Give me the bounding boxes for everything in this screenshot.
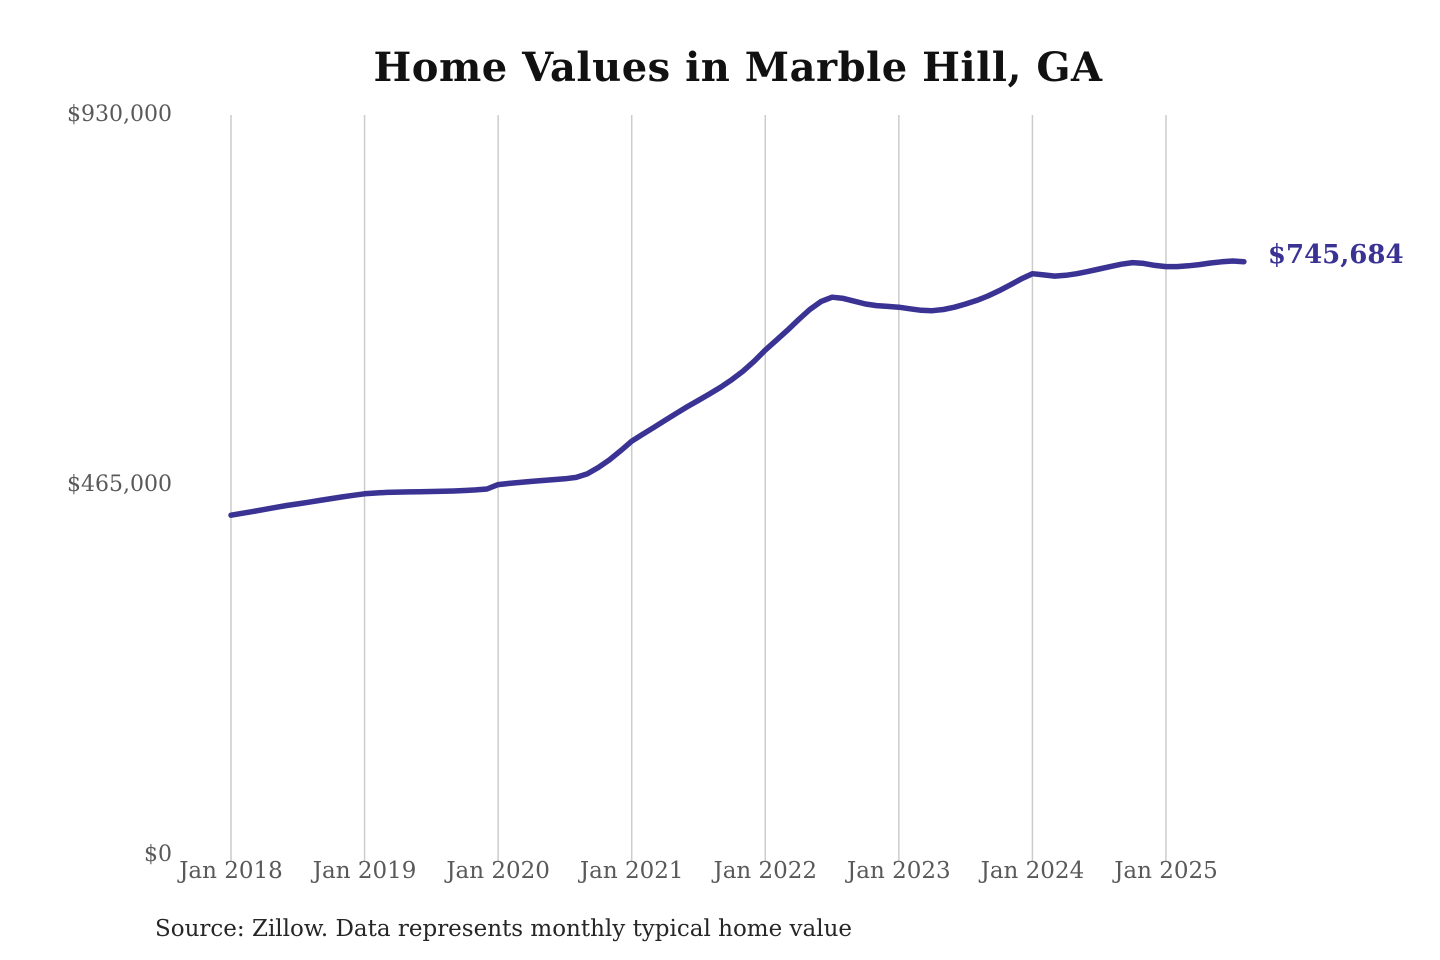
x-tick-jan-2022: Jan 2022 xyxy=(713,858,818,884)
chart-title: Home Values in Marble Hill, GA xyxy=(373,44,1103,91)
x-tick-jan-2019: Jan 2019 xyxy=(312,858,417,884)
x-tick-jan-2024: Jan 2024 xyxy=(980,858,1085,884)
latest-value-label: $745,684 xyxy=(1267,239,1404,270)
y-tick-0: $0 xyxy=(144,842,172,867)
y-tick-930000: $930,000 xyxy=(67,102,172,127)
source-note: Source: Zillow. Data represents monthly … xyxy=(155,916,853,942)
gridlines xyxy=(230,115,1167,861)
home-value-line xyxy=(228,258,1247,518)
x-tick-jan-2025: Jan 2025 xyxy=(1114,858,1218,884)
x-tick-jan-2020: Jan 2020 xyxy=(446,858,550,884)
x-tick-jan-2018: Jan 2018 xyxy=(179,858,283,884)
x-tick-jan-2021: Jan 2021 xyxy=(579,858,684,884)
y-tick-465000: $465,000 xyxy=(67,472,172,497)
x-tick-jan-2023: Jan 2023 xyxy=(847,858,951,884)
